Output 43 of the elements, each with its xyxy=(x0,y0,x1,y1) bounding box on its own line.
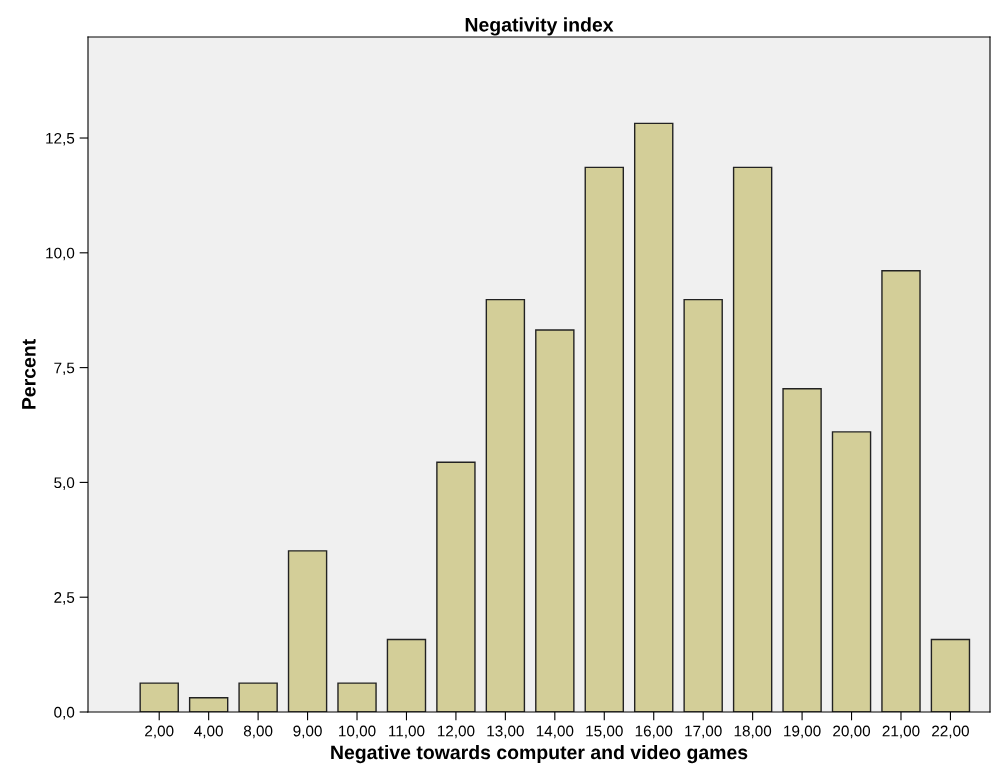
bar xyxy=(386,638,427,712)
bar xyxy=(732,166,773,712)
x-tick-label: 14,00 xyxy=(536,725,574,739)
x-tick-label: 21,00 xyxy=(882,725,920,739)
x-tick-label: 15,00 xyxy=(586,725,623,739)
x-tick-label: 4,00 xyxy=(194,725,223,739)
bar xyxy=(188,697,229,712)
x-tick-label: 2,00 xyxy=(145,725,174,739)
y-tick-label: 7,5 xyxy=(54,362,75,376)
x-tick-label: 18,00 xyxy=(734,725,772,739)
bar xyxy=(584,166,625,712)
y-axis-title: Percent xyxy=(22,339,36,409)
bar xyxy=(683,298,723,712)
bar xyxy=(139,682,179,712)
bar xyxy=(436,461,476,712)
x-tick-label: 8,00 xyxy=(243,725,273,739)
chart-title: Negativity index xyxy=(465,17,614,36)
bar xyxy=(287,550,328,712)
x-tick-label: 19,00 xyxy=(784,725,821,739)
bar xyxy=(831,431,872,712)
bar xyxy=(535,329,575,712)
x-tick-label: 20,00 xyxy=(833,725,871,739)
bar xyxy=(930,638,971,712)
bar xyxy=(485,298,526,712)
x-tick-label: 12,00 xyxy=(437,725,475,739)
y-tick-label: 2,5 xyxy=(54,592,75,605)
x-tick-label: 17,00 xyxy=(685,725,722,739)
x-tick-label: 11,00 xyxy=(389,725,425,739)
x-tick-label: 9,00 xyxy=(293,725,322,739)
y-tick-label: 12,5 xyxy=(46,132,75,146)
y-tick-label: 5,0 xyxy=(54,477,75,490)
x-tick-label: 22,00 xyxy=(932,725,969,739)
bar xyxy=(782,388,822,712)
bar xyxy=(633,122,674,712)
x-tick-label: 13,00 xyxy=(487,725,524,739)
x-tick-label: 16,00 xyxy=(635,725,673,739)
x-axis-title: Negative towards computer and video games xyxy=(331,744,748,764)
x-tick-label: 10,00 xyxy=(339,725,376,739)
bar xyxy=(881,270,921,712)
bar xyxy=(238,682,278,712)
bar xyxy=(337,682,377,712)
y-tick-label: 0,0 xyxy=(54,706,75,720)
y-tick-label: 10,0 xyxy=(46,247,75,261)
